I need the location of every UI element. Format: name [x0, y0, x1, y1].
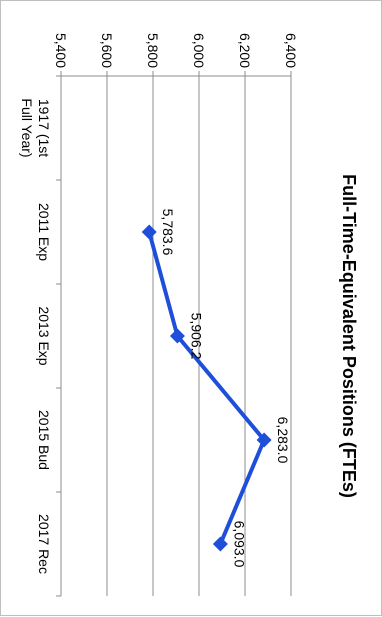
- data-label: 6,093.0: [231, 521, 247, 568]
- data-point-marker: [169, 328, 185, 344]
- y-tick-label: 5,600: [99, 33, 115, 68]
- data-point-marker: [141, 224, 157, 240]
- y-tick-label: 5,800: [145, 33, 161, 68]
- y-tick-label: 6,000: [191, 33, 207, 68]
- series-fte: [141, 224, 272, 552]
- data-point-marker: [256, 432, 272, 448]
- y-tick-label: 6,400: [283, 33, 299, 68]
- data-point-marker: [212, 536, 228, 552]
- y-tick-labels: 5,400 5,600 5,800 6,000 6,200 6,400: [53, 33, 299, 68]
- chart-rotated-group: 5,400 5,600 5,800 6,000 6,200 6,400 1917 (1st…: [19, 33, 359, 597]
- series-line: [147, 231, 267, 545]
- y-tick-label: 5,400: [53, 33, 69, 68]
- data-label: 5,906.2: [188, 313, 204, 360]
- axes: [56, 71, 292, 597]
- data-label: 6,283.0: [275, 417, 291, 464]
- x-tick-label: 2011 Exp: [36, 203, 52, 261]
- x-tick-label: 2017 Rec: [36, 514, 52, 574]
- data-label: 5,783.6: [160, 209, 176, 256]
- y-tick-label: 6,200: [237, 33, 253, 68]
- gridlines: [106, 76, 292, 596]
- x-tick-label: 2015 Bud: [36, 410, 52, 470]
- x-tick-label: 1917 (1stFull Year): [19, 98, 52, 157]
- x-tick-label: 2013 Exp: [36, 306, 52, 365]
- x-tick-labels: 1917 (1stFull Year) 2011 Exp 2013 Exp 2015 …: [19, 98, 52, 574]
- chart-title: Full-Time-Equivalent Positions (FTEs): [339, 174, 359, 498]
- data-labels: 5,783.6 5,906.2 6,283.0 6,093.0: [160, 209, 291, 568]
